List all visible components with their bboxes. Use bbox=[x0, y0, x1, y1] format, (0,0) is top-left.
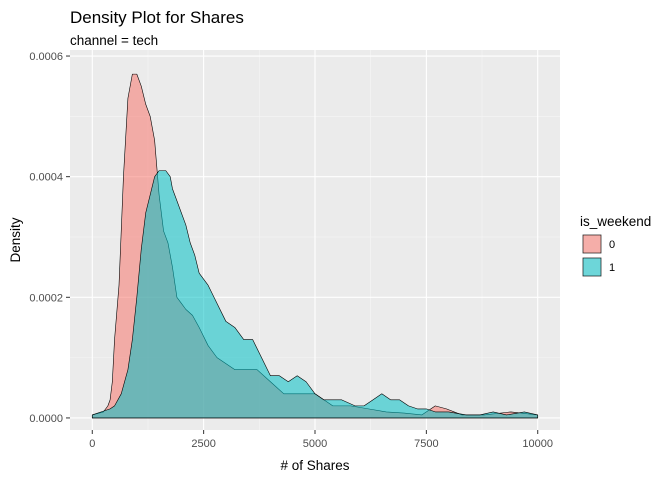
y-tick-label: 0.0000 bbox=[29, 413, 63, 425]
legend-swatch-0 bbox=[582, 234, 602, 254]
legend-swatch-1 bbox=[582, 257, 602, 277]
legend-title: is_weekend bbox=[580, 214, 651, 229]
plot-panel bbox=[70, 50, 560, 430]
x-tick-label: 7500 bbox=[414, 438, 438, 450]
legend-label-1: 1 bbox=[609, 262, 615, 274]
chart-subtitle: channel = tech bbox=[70, 33, 158, 48]
x-tick-label: 5000 bbox=[303, 438, 327, 450]
y-axis: 0.0000 0.0002 0.0004 0.0006 bbox=[29, 51, 70, 425]
y-tick-label: 0.0004 bbox=[29, 172, 63, 184]
x-tick-label: 0 bbox=[89, 438, 95, 450]
y-tick-label: 0.0006 bbox=[29, 51, 63, 63]
legend-label-0: 0 bbox=[609, 239, 615, 251]
density-area-1 bbox=[91, 170, 539, 419]
legend-items: 01 bbox=[582, 234, 615, 277]
x-tick-label: 2500 bbox=[191, 438, 215, 450]
chart-title: Density Plot for Shares bbox=[70, 8, 244, 27]
y-tick-label: 0.0002 bbox=[29, 292, 63, 304]
x-axis: 0 2500 5000 7500 10000 bbox=[89, 430, 553, 450]
x-tick-label: 10000 bbox=[522, 438, 553, 450]
x-axis-title: # of Shares bbox=[280, 458, 349, 473]
density-areas bbox=[91, 73, 539, 419]
legend: is_weekend 01 bbox=[580, 214, 651, 277]
y-axis-title: Density bbox=[8, 217, 23, 262]
grid-major bbox=[70, 50, 560, 430]
